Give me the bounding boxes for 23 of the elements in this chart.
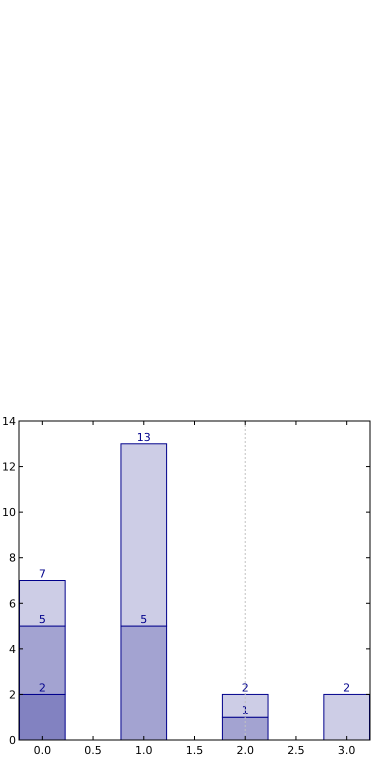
x-tick-label: 0.0: [34, 744, 52, 757]
y-tick-label: 10: [2, 506, 16, 520]
y-tick-label: 8: [9, 552, 16, 565]
annotation: 5: [38, 613, 46, 626]
x-tick-label: 2.5: [287, 744, 305, 757]
annotation: 2: [343, 681, 350, 694]
y-tick-label: 4: [9, 642, 16, 656]
annotation: 13: [136, 430, 151, 444]
x-tick-label: 3.0: [338, 744, 356, 757]
y-tick-label: 14: [2, 415, 16, 428]
y-tick-label: 6: [9, 597, 16, 610]
x-tick-label: 1.0: [135, 744, 153, 757]
annotation: 7: [38, 568, 46, 580]
y-tick-label: 0: [9, 734, 16, 747]
bar: [323, 694, 370, 740]
annotation: 5: [140, 613, 148, 626]
y-tick-label: 2: [9, 688, 16, 702]
annotation: 2: [242, 681, 249, 694]
annotation: 2: [38, 681, 46, 694]
x-tick-label: 2.0: [236, 744, 254, 757]
x-tick-label: 0.5: [84, 744, 102, 757]
x-tick-label: 1.5: [186, 744, 204, 757]
y-tick-label: 12: [2, 460, 16, 474]
